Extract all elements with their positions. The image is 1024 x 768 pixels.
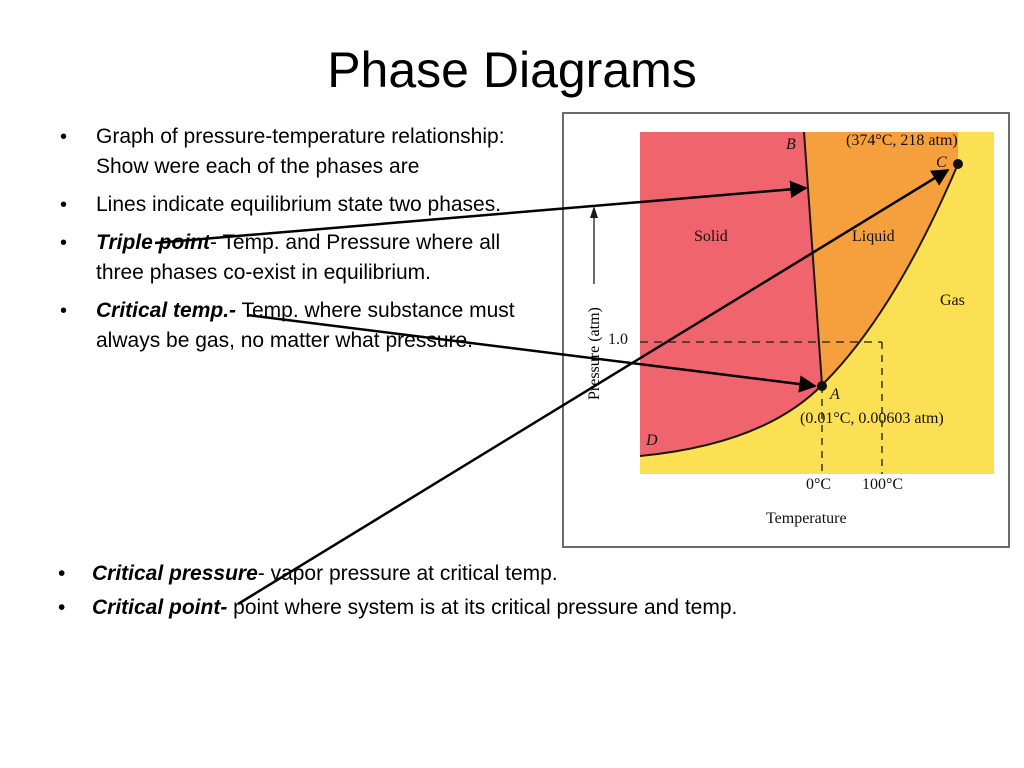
liquid-region-label: Liquid — [852, 228, 895, 245]
bullet-marker: • — [60, 232, 68, 254]
bullet-item: • Lines indicate equilibrium state two p… — [60, 190, 530, 220]
slide-title: Phase Diagrams — [327, 42, 697, 98]
bullet-marker: • — [60, 300, 68, 322]
bullet-marker: • — [60, 126, 68, 148]
y-axis-label: Pressure (atm) — [586, 307, 603, 400]
bullet-text: point where system is at its critical pr… — [227, 596, 738, 619]
point-b-label: B — [786, 136, 796, 153]
bullet-marker: • — [58, 562, 66, 585]
x-tick-100c: 100°C — [862, 476, 904, 493]
bullet-term: Critical temp.- — [96, 299, 237, 322]
bullet-term: Critical point- — [92, 596, 228, 619]
x-axis-label: Temperature — [766, 510, 847, 527]
x-tick-0c: 0°C — [806, 476, 832, 493]
critical-point-label: (374°C, 218 atm) — [846, 132, 958, 149]
bullet-item: • Triple point- Temp. and Pressure where… — [60, 228, 530, 288]
triple-point-dot — [817, 381, 827, 391]
point-a-label: A — [830, 386, 840, 403]
critical-point-dot — [953, 159, 963, 169]
bullet-item: • Critical pressure- vapor pressure at c… — [58, 557, 958, 591]
phase-diagram: B (374°C, 218 atm) C Solid Liquid Gas 1.… — [562, 112, 1010, 548]
bullet-text: Graph of pressure-temperature relationsh… — [96, 125, 505, 178]
triple-point-label: (0.01°C, 0.00603 atm) — [800, 410, 944, 427]
phase-diagram-graphic — [590, 131, 994, 474]
bullet-marker: • — [58, 596, 66, 619]
bullet-marker: • — [60, 194, 68, 216]
bottom-bullet-list: • Critical pressure- vapor pressure at c… — [58, 557, 958, 625]
bullet-list: • Graph of pressure-temperature relation… — [60, 122, 530, 364]
y-tick-label: 1.0 — [608, 331, 628, 348]
gas-region-label: Gas — [940, 292, 965, 309]
bullet-term: Critical pressure — [92, 562, 258, 585]
bullet-text: Lines indicate equilibrium state two pha… — [96, 193, 502, 216]
y-axis-arrowhead — [590, 206, 598, 218]
bullet-text: - vapor pressure at critical temp. — [257, 562, 558, 585]
bullet-item: • Critical temp.- Temp. where substance … — [60, 296, 530, 356]
point-d-label: D — [646, 432, 658, 449]
bullet-term: Triple point — [96, 231, 210, 254]
point-c-label: C — [936, 154, 947, 171]
solid-region-label: Solid — [694, 228, 728, 245]
bullet-item: • Critical point- point where system is … — [58, 591, 958, 625]
bullet-item: • Graph of pressure-temperature relation… — [60, 122, 530, 182]
